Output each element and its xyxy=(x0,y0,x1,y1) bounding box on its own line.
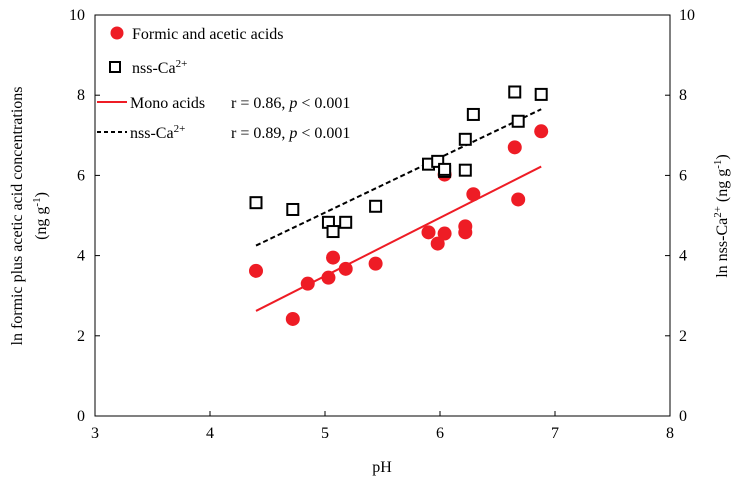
point-formic-acetic xyxy=(285,311,300,326)
point-nss-ca xyxy=(534,87,548,101)
y-axis-label-right-sup2: -1 xyxy=(712,160,724,169)
legend: Formic and acetic acids nss-Ca2+ Mono ac… xyxy=(97,26,350,142)
legend-label-nss-ca-text: nss-Ca xyxy=(132,60,176,77)
x-tick-label: 5 xyxy=(321,425,329,442)
legend-label-nss-ca: nss-Ca2+ xyxy=(132,58,187,77)
point-nss-ca xyxy=(458,163,472,177)
point-formic-acetic xyxy=(300,276,315,291)
y-axis-label-right-mid: (ng g xyxy=(714,169,731,206)
legend-label-mono-acids: Mono acids xyxy=(130,95,205,112)
y-axis-label-right-sup: 2+ xyxy=(712,206,724,218)
y-tick-label-right: 2 xyxy=(679,328,687,345)
point-nss-ca xyxy=(431,154,445,168)
point-nss-ca xyxy=(249,196,263,210)
y-axis-label-left: ln formic plus acetic acid concentration… xyxy=(9,86,26,345)
trend-line-mono-acids xyxy=(255,165,542,312)
y-tick-label-left: 6 xyxy=(77,167,85,184)
y-axis-label-left-unit-sup: -1 xyxy=(31,197,43,206)
y-axis-label-left-units: (ng g-1) xyxy=(31,192,50,240)
x-tick-label: 8 xyxy=(666,425,674,442)
y-tick-label-left: 10 xyxy=(69,7,85,24)
legend-stat-nss-tail: < 0.001 xyxy=(297,125,350,142)
x-tick-label: 7 xyxy=(551,425,559,442)
point-formic-acetic xyxy=(430,236,445,251)
point-nss-ca xyxy=(286,202,300,216)
legend-stat-mono-tail: < 0.001 xyxy=(297,95,350,112)
point-formic-acetic xyxy=(326,250,341,265)
point-nss-ca xyxy=(458,132,472,146)
y-axis-label-right-prefix: ln nss-Ca xyxy=(714,218,731,278)
legend-stat-mono-r: r = 0.86, xyxy=(231,95,289,112)
y-tick-label-left: 4 xyxy=(77,248,85,265)
x-tick-label: 6 xyxy=(436,425,444,442)
point-formic-acetic xyxy=(249,263,263,278)
point-formic-acetic xyxy=(511,192,526,207)
y-tick-label-right: 10 xyxy=(679,7,695,24)
y-axis-label-left-line1: ln formic plus acetic acid concentration… xyxy=(9,86,26,345)
legend-label-nss-ca-sup: 2+ xyxy=(176,58,188,70)
point-formic-acetic xyxy=(437,226,452,241)
y-axis-label-right: ln nss-Ca2+ (ng g-1) xyxy=(712,154,731,278)
point-nss-ca xyxy=(511,114,525,128)
trend-line-nss-ca xyxy=(255,108,542,247)
point-formic-acetic xyxy=(466,187,481,202)
y-axis-label-left-unit-tail: ) xyxy=(33,192,50,197)
y-axis-label-right-tail: ) xyxy=(714,154,731,159)
y-tick-label-left: 0 xyxy=(77,408,85,425)
x-tick-label: 4 xyxy=(206,425,214,442)
legend-stat-nss-ca: r = 0.89, p < 0.001 xyxy=(231,125,350,142)
point-nss-ca xyxy=(339,215,353,229)
y-tick-label-right: 0 xyxy=(679,408,687,425)
y-tick-label-right: 4 xyxy=(679,248,687,265)
point-formic-acetic xyxy=(534,124,549,139)
point-nss-ca xyxy=(369,199,383,213)
point-formic-acetic xyxy=(321,270,336,285)
point-formic-acetic xyxy=(458,219,473,234)
plot-frame xyxy=(94,14,671,417)
point-nss-ca xyxy=(508,85,522,99)
legend-label-nss-ca-fit: nss-Ca2+ xyxy=(130,123,185,142)
legend-marker-nss-ca xyxy=(109,61,121,73)
point-formic-acetic xyxy=(338,261,353,276)
legend-marker-formic-acetic xyxy=(110,26,124,40)
data-points xyxy=(249,85,549,326)
legend-stat-mono-p: p xyxy=(288,95,297,112)
y-tick-label-left: 8 xyxy=(77,87,85,104)
legend-label-nss-ca-fit-sup: 2+ xyxy=(174,123,186,135)
y-axis-label-left-unit-text: (ng g xyxy=(33,207,50,240)
legend-label-formic-acetic: Formic and acetic acids xyxy=(132,26,284,43)
point-formic-acetic xyxy=(368,256,383,271)
legend-stat-mono-acids: r = 0.86, p < 0.001 xyxy=(231,95,350,112)
point-formic-acetic xyxy=(421,225,436,240)
y-tick-label-left: 2 xyxy=(77,328,85,345)
x-axis-label: pH xyxy=(372,459,392,476)
point-nss-ca xyxy=(326,225,340,239)
legend-stat-nss-p: p xyxy=(288,125,297,142)
point-formic-acetic xyxy=(507,140,522,155)
y-tick-label-right: 6 xyxy=(679,167,687,184)
y-tick-label-right: 8 xyxy=(679,87,687,104)
legend-label-nss-ca-fit-text: nss-Ca xyxy=(130,125,174,142)
x-tick-label: 3 xyxy=(91,425,99,442)
point-nss-ca xyxy=(466,107,480,121)
legend-stat-nss-r: r = 0.89, xyxy=(231,125,289,142)
point-nss-ca xyxy=(438,162,452,176)
